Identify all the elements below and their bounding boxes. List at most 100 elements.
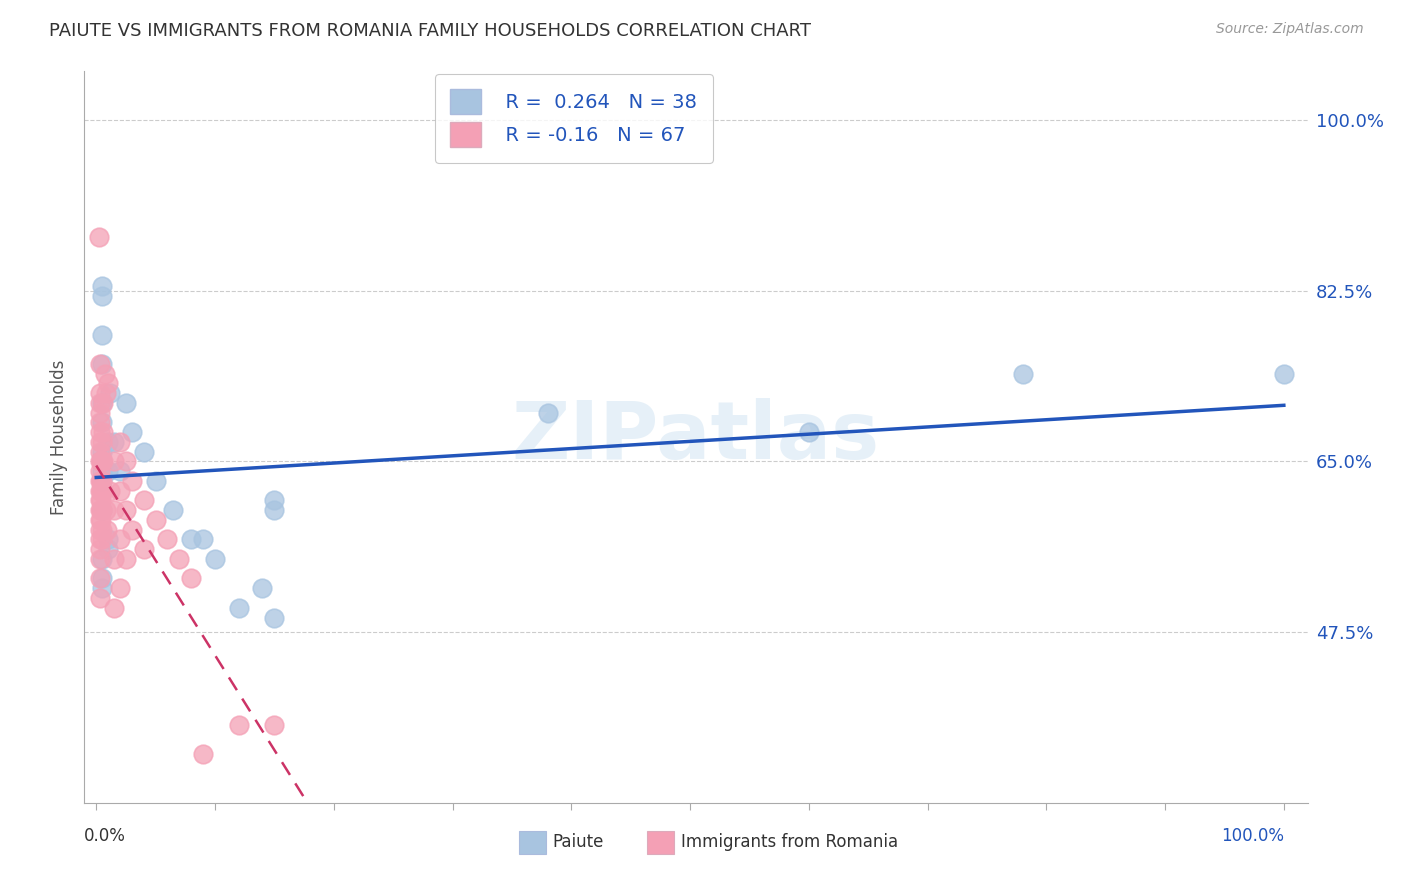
Point (91, 396, 114, 410)
Point (93, 367, 115, 381)
Point (89, 552, 111, 566)
Point (103, 434, 125, 449)
Point (121, 425, 143, 440)
Point (89, 386, 111, 401)
Point (97, 542, 120, 557)
Point (91, 454, 114, 468)
Point (89, 406, 111, 420)
Point (145, 513, 167, 527)
Point (100, 483, 122, 498)
Point (108, 581, 131, 595)
Point (91, 327, 114, 342)
Point (90, 454, 112, 468)
Point (89, 513, 111, 527)
Point (89, 493, 111, 508)
Point (89, 425, 111, 440)
Point (90, 483, 112, 498)
Point (103, 600, 125, 615)
Point (91, 279, 114, 293)
Point (108, 483, 131, 498)
Point (263, 718, 285, 732)
Text: 100.0%: 100.0% (1220, 827, 1284, 846)
Point (93, 483, 115, 498)
Bar (647, 830, 673, 854)
Point (180, 572, 202, 586)
Point (103, 503, 125, 517)
Point (90, 503, 112, 517)
Point (121, 523, 143, 537)
Point (89, 464, 111, 478)
Point (89, 444, 111, 458)
Point (263, 493, 285, 508)
Point (132, 444, 155, 458)
Point (89, 591, 111, 605)
Point (108, 533, 131, 547)
Point (89, 416, 111, 430)
Point (108, 464, 131, 478)
Point (103, 454, 125, 468)
Point (797, 425, 820, 440)
Point (536, 406, 558, 420)
Point (91, 483, 114, 498)
Point (89, 483, 111, 498)
Point (91, 474, 114, 488)
Point (91, 572, 114, 586)
Y-axis label: Family Households: Family Households (51, 359, 69, 515)
Point (90, 474, 112, 488)
Point (93, 425, 115, 440)
Text: Immigrants from Romania: Immigrants from Romania (682, 833, 898, 851)
Point (103, 552, 125, 566)
Point (90, 493, 112, 508)
Point (89, 542, 111, 557)
Point (115, 396, 138, 410)
Point (94, 503, 117, 517)
Point (91, 533, 114, 547)
Point (132, 542, 155, 557)
Text: ZIPatlas: ZIPatlas (512, 398, 880, 476)
Text: PAIUTE VS IMMIGRANTS FROM ROMANIA FAMILY HOUSEHOLDS CORRELATION CHART: PAIUTE VS IMMIGRANTS FROM ROMANIA FAMILY… (49, 22, 811, 40)
Point (97, 434, 120, 449)
Point (89, 503, 111, 517)
Point (91, 288, 114, 302)
Point (228, 600, 250, 615)
Point (263, 610, 285, 624)
Point (115, 552, 138, 566)
Point (228, 718, 250, 732)
Legend:   R =  0.264   N = 38,   R = -0.16   N = 67: R = 0.264 N = 38, R = -0.16 N = 67 (434, 74, 713, 162)
Point (96, 523, 118, 537)
Point (180, 533, 202, 547)
Point (91, 581, 114, 595)
Point (145, 474, 167, 488)
Point (156, 533, 179, 547)
Point (191, 533, 214, 547)
Point (91, 474, 114, 488)
Point (89, 434, 111, 449)
Point (121, 474, 143, 488)
Point (91, 434, 114, 449)
Point (1011, 367, 1033, 381)
Point (204, 552, 226, 566)
Point (89, 523, 111, 537)
Point (89, 474, 111, 488)
Point (91, 416, 114, 430)
Point (87, 230, 110, 244)
Point (115, 454, 138, 468)
Point (91, 357, 114, 371)
Point (93, 396, 115, 410)
Point (97, 376, 120, 391)
Point (90, 513, 112, 527)
Point (89, 454, 111, 468)
Point (89, 572, 111, 586)
Point (162, 503, 184, 517)
Point (91, 552, 114, 566)
Point (115, 503, 138, 517)
Point (97, 464, 120, 478)
Point (89, 396, 111, 410)
Point (132, 493, 155, 508)
Text: Paiute: Paiute (553, 833, 605, 851)
Point (191, 747, 214, 761)
Point (1272, 367, 1295, 381)
Point (94, 386, 117, 401)
Point (91, 464, 114, 478)
Point (91, 503, 114, 517)
